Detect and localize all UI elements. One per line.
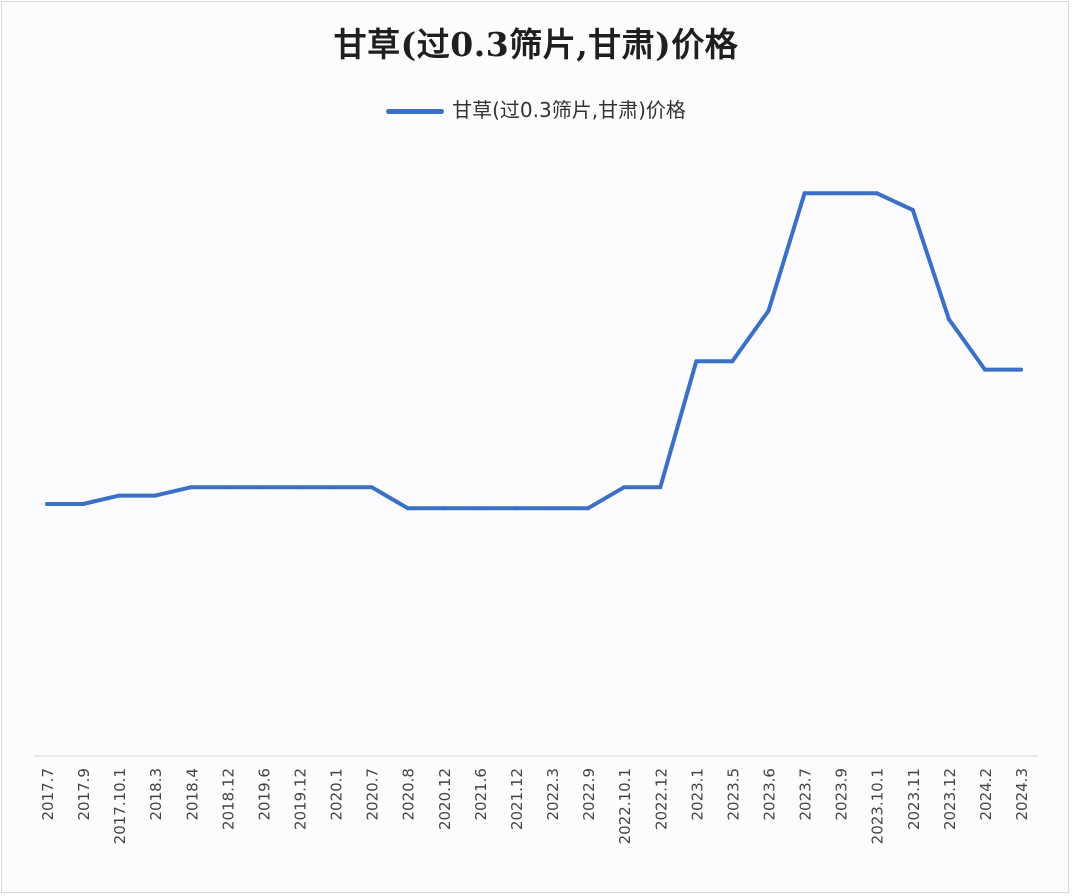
- x-tick-label: 2023.1: [688, 768, 706, 821]
- x-tick-label: 2023.9: [833, 768, 851, 821]
- data-point: [550, 506, 555, 511]
- data-point: [730, 359, 735, 364]
- x-tick-label: 2024.2: [977, 768, 995, 821]
- x-tick-label: 2018.4: [183, 768, 201, 821]
- data-point: [441, 506, 446, 511]
- x-tick-label: 2023.6: [760, 768, 778, 821]
- x-tick-label: 2018.3: [147, 768, 165, 821]
- series-line: [45, 191, 1023, 511]
- x-tick-label: 2023.12: [941, 768, 959, 830]
- x-tick-label: 2024.3: [1013, 768, 1031, 821]
- data-point: [838, 191, 843, 196]
- x-tick-label: 2023.11: [905, 768, 923, 830]
- x-tick-label: 2022.9: [580, 768, 598, 821]
- data-point: [946, 317, 951, 322]
- x-tick-label: 2022.12: [652, 768, 670, 830]
- data-point: [405, 506, 410, 511]
- legend-label: 甘草(过0.3筛片,甘肃)价格: [452, 98, 686, 122]
- data-point: [874, 191, 879, 196]
- data-point: [1019, 367, 1023, 372]
- data-point: [45, 502, 49, 506]
- legend-swatch: [386, 109, 445, 114]
- data-point: [189, 485, 194, 490]
- data-point: [369, 485, 374, 490]
- data-point: [766, 308, 771, 313]
- data-point: [225, 485, 230, 490]
- data-point: [297, 485, 302, 490]
- x-tick-label: 2020.12: [436, 768, 454, 830]
- x-tick-label: 2022.3: [544, 768, 562, 821]
- data-point: [910, 208, 915, 212]
- data-point: [81, 502, 86, 506]
- x-tick-label: 2020.1: [328, 768, 346, 821]
- x-tick-label: 2023.10.1: [869, 768, 887, 844]
- x-tick-label: 2019.12: [292, 768, 310, 830]
- x-tick-label: 2023.5: [724, 768, 742, 821]
- x-tick-label: 2023.7: [797, 768, 815, 821]
- x-tick-label: 2021.6: [472, 768, 490, 821]
- x-tick-label: 2020.8: [400, 768, 418, 821]
- data-point: [117, 493, 122, 498]
- data-point: [658, 485, 663, 490]
- x-tick-label: 2017.9: [75, 768, 93, 821]
- data-point: [153, 493, 158, 498]
- legend: 甘草(过0.3筛片,甘肃)价格: [0, 94, 1072, 123]
- data-point: [622, 485, 627, 490]
- x-tick-label: 2017.7: [39, 768, 57, 821]
- x-tick-label: 2021.12: [508, 768, 526, 830]
- data-point: [694, 359, 699, 364]
- data-point: [333, 485, 338, 490]
- data-point: [261, 485, 266, 490]
- data-point: [982, 367, 987, 372]
- x-tick-label: 2017.10.1: [111, 768, 129, 844]
- x-tick-label: 2020.7: [364, 768, 382, 821]
- chart-title: 甘草(过0.3筛片,甘肃)价格: [333, 25, 739, 64]
- data-point: [513, 506, 518, 511]
- data-point: [477, 506, 482, 511]
- x-tick-label: 2019.6: [255, 768, 273, 821]
- data-point: [586, 506, 591, 511]
- x-tick-label: 2022.10.1: [616, 768, 634, 844]
- data-point: [802, 191, 807, 196]
- x-tick-label: 2018.12: [219, 768, 237, 830]
